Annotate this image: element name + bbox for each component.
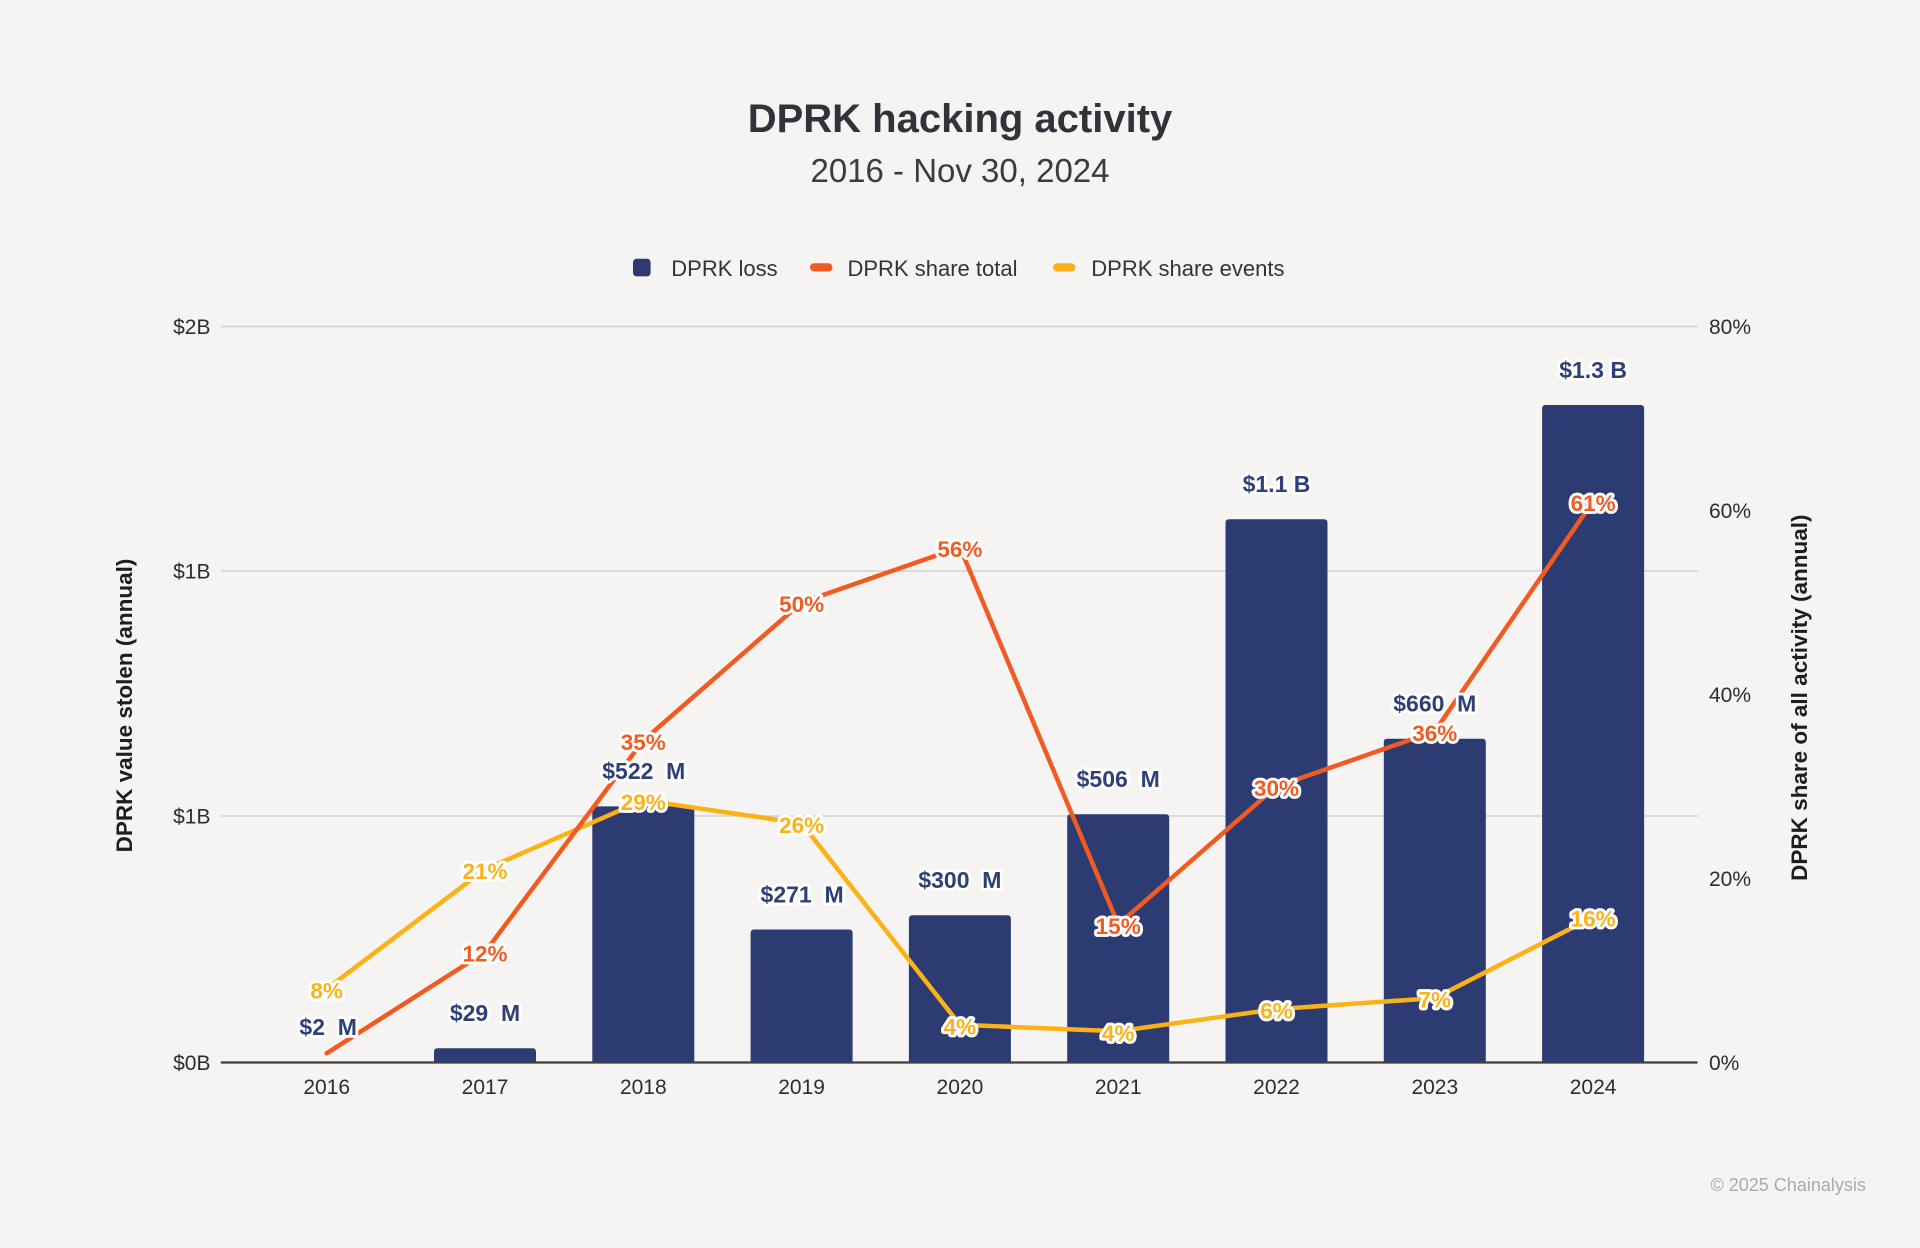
svg-text:DPRK hacking activity: DPRK hacking activity [748,97,1173,141]
svg-text:DPRK share of all activity (an: DPRK share of all activity (annual) [1787,515,1812,881]
svg-text:$2B: $2B [173,316,210,339]
svg-text:DPRK share events: DPRK share events [1091,256,1284,281]
svg-text:12%: 12% [462,942,507,967]
svg-text:2020: 2020 [937,1076,984,1099]
svg-text:2023: 2023 [1411,1076,1458,1099]
svg-text:29%: 29% [621,790,666,815]
svg-text:$271 M: $271 M [761,881,844,907]
svg-text:40%: 40% [1709,684,1751,707]
svg-text:2016 - Nov 30, 2024: 2016 - Nov 30, 2024 [810,152,1109,189]
svg-text:$0B: $0B [173,1052,210,1075]
svg-text:7%: 7% [1419,988,1452,1013]
svg-text:2024: 2024 [1570,1076,1617,1099]
svg-text:0%: 0% [1709,1052,1739,1075]
svg-text:6%: 6% [1260,999,1293,1024]
svg-text:56%: 56% [937,537,982,562]
svg-text:30%: 30% [1254,776,1299,801]
svg-text:61%: 61% [1571,491,1616,516]
svg-text:$506 M: $506 M [1077,766,1160,792]
svg-text:© 2025 Chainalysis: © 2025 Chainalysis [1711,1175,1866,1195]
svg-text:60%: 60% [1709,500,1751,523]
svg-text:$2 M: $2 M [299,1014,357,1040]
svg-text:8%: 8% [310,979,343,1004]
svg-text:DPRK loss: DPRK loss [671,256,777,281]
svg-text:DPRK share total: DPRK share total [848,256,1018,281]
svg-text:20%: 20% [1709,868,1751,891]
svg-text:$1B: $1B [173,806,210,829]
svg-text:$660 M: $660 M [1393,690,1476,716]
svg-text:$1.1 B: $1.1 B [1243,471,1311,497]
svg-text:50%: 50% [779,592,824,617]
svg-text:$300 M: $300 M [918,867,1001,893]
svg-text:DPRK value stolen (annual): DPRK value stolen (annual) [112,559,137,853]
svg-text:16%: 16% [1571,907,1616,932]
svg-text:4%: 4% [944,1014,977,1039]
svg-text:2017: 2017 [462,1076,509,1099]
svg-text:2019: 2019 [778,1076,825,1099]
svg-text:4%: 4% [1102,1021,1135,1046]
svg-text:$1.3 B: $1.3 B [1559,357,1627,383]
svg-text:80%: 80% [1709,316,1751,339]
svg-text:15%: 15% [1096,914,1141,939]
svg-text:35%: 35% [621,730,666,755]
svg-text:2016: 2016 [303,1076,350,1099]
svg-text:26%: 26% [779,813,824,838]
svg-text:2022: 2022 [1253,1076,1300,1099]
svg-text:$522 M: $522 M [602,758,685,784]
svg-text:$29 M: $29 M [450,1000,520,1026]
svg-text:21%: 21% [462,859,507,884]
svg-text:$1B: $1B [173,561,210,584]
svg-text:2018: 2018 [620,1076,667,1099]
svg-text:2021: 2021 [1095,1076,1142,1099]
svg-text:36%: 36% [1412,721,1457,746]
